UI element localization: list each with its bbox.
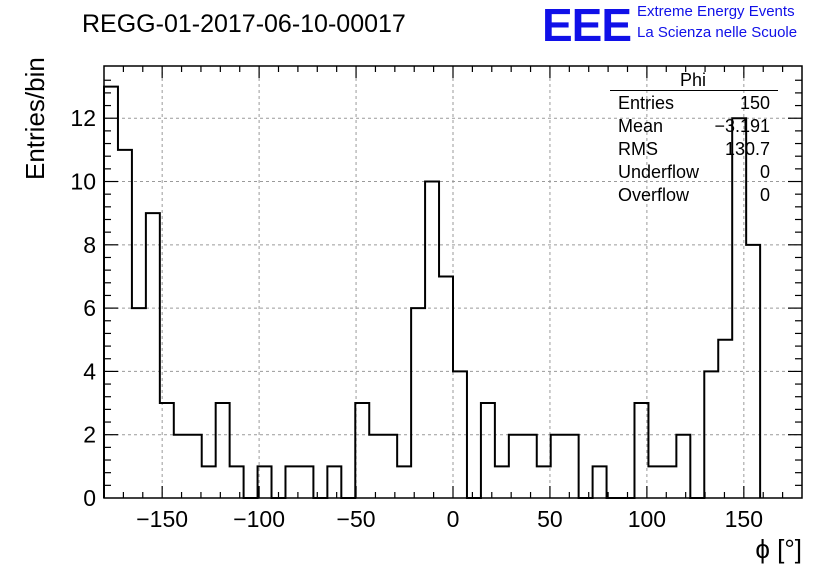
- stats-value: −3.191: [714, 116, 770, 136]
- stats-value: 0: [759, 162, 770, 182]
- y-tick-label: 6: [83, 295, 96, 321]
- x-axis-label: ϕ [°]: [755, 534, 802, 564]
- histogram-bin: [481, 403, 495, 498]
- histogram-bin: [648, 466, 662, 498]
- stats-key: Mean: [618, 116, 664, 136]
- histogram-bin: [327, 466, 341, 498]
- stats-value: 130.7: [724, 139, 770, 159]
- histogram-bin: [425, 182, 439, 498]
- stats-key: Underflow: [618, 162, 700, 182]
- histogram-bin: [439, 276, 453, 498]
- x-tick-label: −150: [136, 506, 188, 532]
- axis-tick-labels: −150 −100 −50 0 50 100 150 0 2 4 6 8 10 12: [70, 105, 763, 532]
- histogram-bin: [537, 466, 551, 498]
- y-tick-label: 4: [83, 358, 96, 384]
- histogram-bin: [355, 403, 369, 498]
- stats-title: Phi: [680, 70, 707, 90]
- logo-caption-line1: Extreme Energy Events: [637, 3, 795, 20]
- histogram-bin: [146, 213, 160, 498]
- x-tick-label: 0: [447, 506, 460, 532]
- histogram-bin: [230, 466, 244, 498]
- histogram-bin: [411, 308, 425, 498]
- y-tick-label: 8: [83, 232, 96, 258]
- histogram-bin: [118, 150, 132, 498]
- logo-caption-line2: La Scienza nelle Scuole: [637, 24, 798, 41]
- histogram-bin: [495, 466, 509, 498]
- x-tick-label: 50: [537, 506, 563, 532]
- histogram-bin: [662, 466, 676, 498]
- stats-key: RMS: [618, 139, 658, 159]
- y-tick-label: 0: [83, 485, 96, 511]
- y-tick-label: 12: [70, 105, 96, 131]
- stats-row-overflow: Overflow 0: [618, 185, 770, 207]
- histogram-bin: [397, 466, 411, 498]
- histogram-outline: [103, 85, 762, 499]
- histogram-bin: [593, 466, 607, 498]
- histogram-bin: [369, 435, 383, 498]
- histogram-bin: [676, 435, 690, 498]
- histogram-bin: [104, 87, 118, 498]
- stats-value: 150: [739, 93, 770, 113]
- histogram-bin: [383, 435, 397, 498]
- stats-row-entries: Entries 150: [618, 93, 770, 115]
- stats-key: Entries: [618, 93, 675, 113]
- y-tick-label: 2: [83, 422, 96, 448]
- y-tick-label: 10: [70, 169, 96, 195]
- eee-logo: EEE: [542, 0, 632, 51]
- histogram-bin: [634, 403, 648, 498]
- histogram-bin: [202, 466, 216, 498]
- axis-ticks: [104, 66, 802, 498]
- histogram-bin: [216, 403, 230, 498]
- histogram-bin: [565, 435, 579, 498]
- y-axis-label: Entries/bin: [20, 57, 50, 180]
- histogram-bin: [188, 435, 202, 498]
- x-tick-label: 100: [628, 506, 666, 532]
- histogram-bars: [103, 85, 762, 499]
- stats-value: 0: [759, 185, 770, 205]
- histogram-bin: [509, 435, 523, 498]
- histogram-bin: [132, 308, 146, 498]
- histogram-bin: [299, 466, 313, 498]
- histogram-bin: [551, 435, 565, 498]
- histogram-bin: [718, 340, 732, 498]
- stats-row-mean: Mean −3.191: [618, 116, 770, 138]
- stats-key: Overflow: [618, 185, 690, 205]
- chart-title: REGG-01-2017-06-10-00017: [82, 10, 406, 38]
- stats-divider: [610, 90, 778, 91]
- stats-row-rms: RMS 130.7: [618, 139, 770, 161]
- x-tick-label: 150: [725, 506, 763, 532]
- stats-row-underflow: Underflow 0: [618, 162, 770, 184]
- histogram-bin: [174, 435, 188, 498]
- x-tick-label: −50: [337, 506, 376, 532]
- histogram-bin: [523, 435, 537, 498]
- x-tick-label: −100: [233, 506, 285, 532]
